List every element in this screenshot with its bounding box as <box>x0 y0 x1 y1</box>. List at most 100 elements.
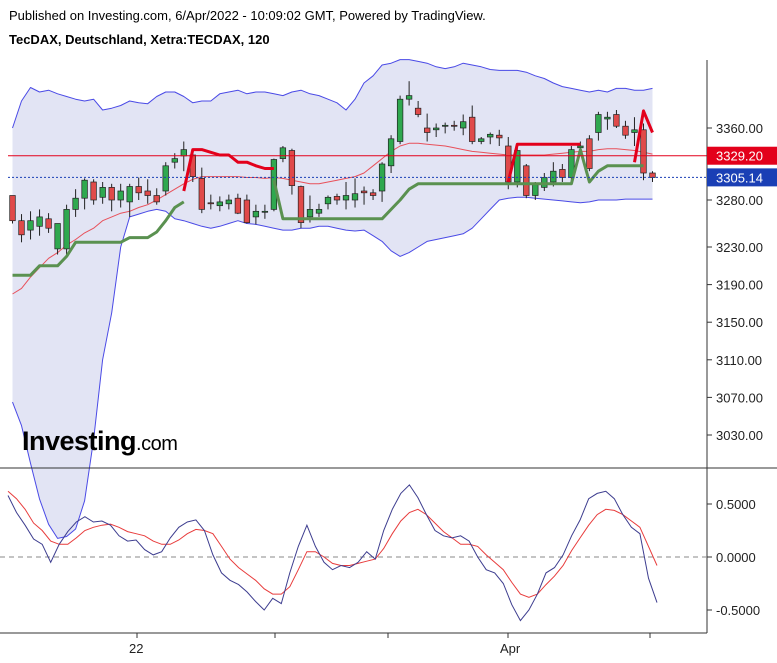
candle <box>351 178 359 208</box>
candle-body <box>306 209 314 218</box>
candle-body <box>469 116 476 142</box>
price-marker-text: 3305.14 <box>716 170 763 185</box>
candle-body <box>451 124 458 127</box>
candle-body <box>297 186 305 223</box>
candle-body <box>198 178 205 210</box>
candle <box>279 146 287 163</box>
trailing-stop-red-line <box>182 109 654 192</box>
candle <box>433 123 440 137</box>
candle-body <box>604 116 611 120</box>
candle <box>90 179 97 205</box>
candle-body <box>63 209 70 250</box>
candle <box>297 185 305 229</box>
candle <box>144 179 151 204</box>
candle <box>342 182 350 210</box>
candle-body <box>532 184 539 196</box>
candle-body <box>153 195 160 203</box>
candle-body <box>315 209 323 214</box>
candle <box>405 81 413 106</box>
candle <box>640 123 647 181</box>
candle <box>216 196 223 212</box>
candle <box>234 193 242 215</box>
candle-body <box>640 129 647 174</box>
candle-body <box>360 190 368 194</box>
y-tick-label: 3230.00 <box>716 240 763 255</box>
y-tick-label: 3150.00 <box>716 315 763 330</box>
candle-body <box>162 165 169 192</box>
candle-body <box>72 197 79 210</box>
candle <box>18 214 25 243</box>
bollinger-upper-line <box>12 59 653 129</box>
oscillator-y-tick-label: 0.5000 <box>716 497 756 512</box>
bollinger-bands <box>12 59 653 539</box>
candle-body <box>342 195 350 201</box>
candle-body <box>369 192 377 196</box>
candle-body <box>649 172 656 178</box>
candle <box>108 183 115 212</box>
candle <box>162 162 169 196</box>
moving-average-line <box>12 142 653 295</box>
candle <box>198 167 205 214</box>
candle-body <box>424 127 431 133</box>
bollinger-band-fill <box>12 59 653 539</box>
candle-body <box>99 187 106 198</box>
candle <box>99 182 106 204</box>
candle-body <box>523 165 530 196</box>
candle <box>288 148 296 195</box>
candle <box>252 204 260 225</box>
candle <box>117 183 124 208</box>
bollinger-lower-line <box>12 196 653 539</box>
logo-suffix-text: .com <box>136 433 177 455</box>
candle <box>604 111 611 130</box>
candle-body <box>577 145 584 149</box>
candle-body <box>279 147 287 159</box>
candle-body <box>45 218 52 229</box>
candle-body <box>568 149 575 178</box>
candle-body <box>496 134 503 139</box>
candle <box>613 110 620 128</box>
candle-body <box>351 193 359 201</box>
candle-body <box>559 169 566 178</box>
candle <box>424 113 431 142</box>
price-marker-text: 3329.20 <box>716 149 763 164</box>
candle-body <box>126 186 133 203</box>
candle <box>360 186 368 205</box>
candle <box>207 194 214 210</box>
candle <box>595 111 602 141</box>
candle-body <box>622 125 629 136</box>
oscillator-signal-line <box>7 490 658 598</box>
candle <box>387 135 395 173</box>
y-tick-label: 3360.00 <box>716 121 763 136</box>
chart-axes: 3360.00 3280.00 3230.00 3190.00 3150.00 3110.… <box>0 60 777 656</box>
candle <box>487 132 494 145</box>
candle <box>442 122 449 134</box>
price-marker-box <box>707 168 777 187</box>
candle-body <box>433 127 440 131</box>
candle-body <box>405 95 413 100</box>
candle <box>225 194 232 210</box>
oscillator-panel: 0.5000 0.0000 -0.5000 <box>0 484 760 622</box>
candle-body <box>216 201 223 207</box>
candle <box>631 117 638 146</box>
investing-logo: Investing.com <box>22 426 178 456</box>
candle <box>324 195 332 210</box>
candle-body <box>243 199 251 223</box>
oscillator-main-line <box>7 484 658 622</box>
candle-body <box>478 138 485 142</box>
candle-body <box>18 220 25 236</box>
candle <box>460 114 467 136</box>
candle-body <box>135 186 142 194</box>
candle-body <box>117 190 124 201</box>
candle <box>496 129 503 146</box>
candle-body <box>333 196 341 201</box>
candle <box>451 120 458 131</box>
candle-body <box>631 129 638 133</box>
y-tick-label: 3110.00 <box>716 353 762 368</box>
candle-body <box>442 124 449 127</box>
candle-body <box>324 196 332 205</box>
y-tick-label: 3280.00 <box>716 193 763 208</box>
oscillator-y-tick-label: -0.5000 <box>716 603 760 618</box>
y-tick-label: 3030.00 <box>716 428 763 443</box>
candle <box>414 101 422 118</box>
